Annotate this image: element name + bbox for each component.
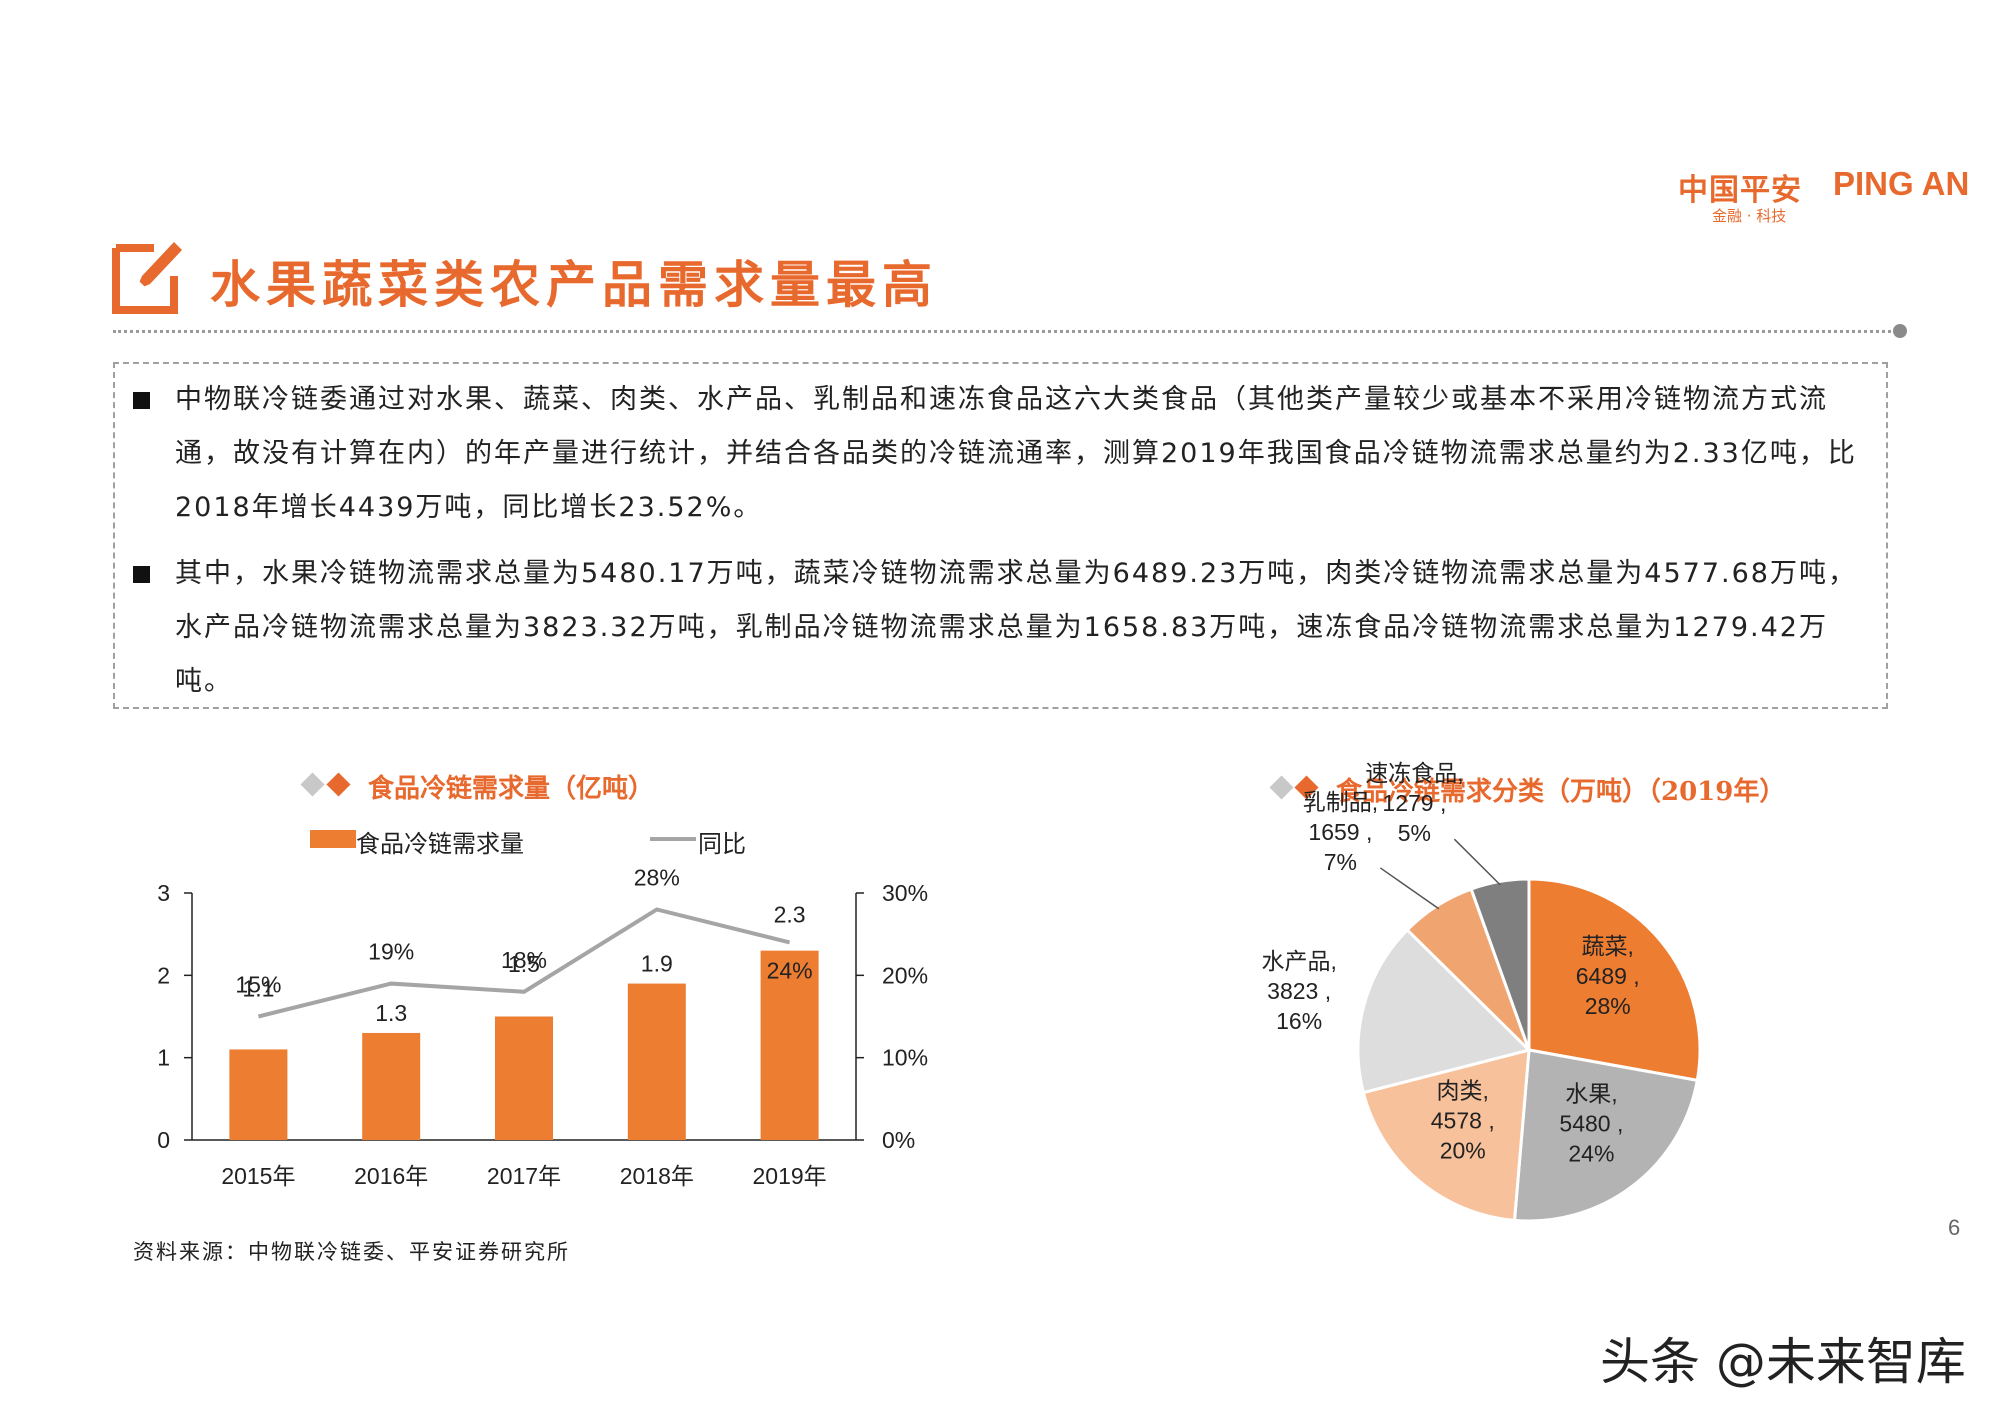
line-value-label: 18% [501,947,547,973]
pie-label-line: 24% [1568,1140,1614,1166]
pie-slice-label: 水果, 5480 , 24% [1559,1080,1623,1166]
line-value-label: 15% [235,972,281,998]
legend-swatch-bar [310,830,356,848]
bar-value-label: 1.3 [375,1000,407,1026]
bar [627,983,686,1140]
pie-slice-label: 水产品, 3823 , 16% [1261,948,1336,1034]
bar [495,1016,553,1140]
x-tick-label: 2016年 [354,1163,428,1189]
bullet-marker [133,566,150,583]
legend-swatch-line [650,837,696,841]
pie-label-line: 蔬菜, [1582,933,1634,959]
pie-label-line: 5% [1398,820,1431,846]
pie-label-line: 20% [1440,1137,1486,1163]
bar-chart-title: 食品冷链需求量（亿吨） [368,774,655,804]
leader-line [1453,838,1501,886]
pie-label-line: 16% [1276,1008,1322,1034]
y2-tick-label: 30% [882,880,928,906]
pie-label-line: 28% [1585,993,1631,1019]
x-tick-label: 2015年 [221,1163,295,1189]
title-divider [113,330,1903,333]
logo-tagline: 金融 · 科技 [1712,207,1787,225]
line-value-label: 24% [767,957,813,983]
bullet-marker [133,392,150,409]
yoy-line [257,907,791,1019]
logo-chinese: 中国平安 [1678,173,1802,208]
pie-label-line: 4578 , [1431,1107,1495,1133]
bar-value-label: 1.5 [508,951,540,977]
bar [362,1032,421,1140]
pie-slice-label: 蔬菜, 6489 , 28% [1576,933,1640,1019]
y-tick-label: 0 [157,1127,170,1153]
logo-english: PING AN [1833,165,1970,202]
x-tick-label: 2017年 [487,1163,561,1189]
source-note: 资料来源：中物联冷链委、平安证券研究所 [133,1240,570,1264]
y2-tick-label: 0% [882,1127,915,1153]
y-tick-label: 1 [157,1045,170,1071]
pie-label-line: 肉类, [1437,1077,1489,1103]
pie-label-line: 1659 , [1308,819,1372,845]
line-value-label: 28% [634,864,680,890]
pie-label-line: 水产品, [1261,948,1336,974]
line-value-label: 19% [368,939,414,965]
pie-label-line: 3823 , [1267,978,1331,1004]
bar [760,950,819,1140]
x-tick-label: 2019年 [753,1163,827,1189]
y2-tick-label: 20% [882,962,928,988]
bar-value-label: 2.3 [774,901,806,927]
y2-tick-label: 10% [882,1045,928,1071]
pie-slice [1361,1048,1531,1223]
pie-slice [1527,877,1702,1083]
bar [229,1049,288,1140]
bar-value-label: 1.9 [641,951,673,977]
page-number: 6 [1948,1215,1961,1240]
pie-label-line: 1279 , [1382,790,1446,816]
bullet-paragraph-2: 其中，水果冷链物流需求总量为5480.17万吨，蔬菜冷链物流需求总量为6489.… [175,558,1857,697]
pie-slice-label: 乳制品, 1659 , 7% [1303,789,1378,875]
x-tick-label: 2018年 [620,1163,694,1189]
pie-slice [1512,1048,1700,1223]
y-tick-label: 2 [157,962,170,988]
legend-label-line: 同比 [698,830,746,858]
pie-slice-label: 速冻食品, 1279 , 5% [1365,760,1463,846]
pie-label-line: 7% [1324,849,1357,875]
bar-value-label: 1.1 [242,976,274,1002]
pie-slice [1356,927,1532,1095]
leader-line [1379,867,1440,910]
y-tick-label: 3 [157,880,170,906]
summary-box [113,362,1888,709]
title-divider-dot [1893,324,1907,338]
pie-label-line: 水果, [1565,1080,1617,1106]
watermark: 头条 @未来智库 [1600,1333,1966,1391]
pie-chart-title: 食品冷链需求分类（万吨）（2019年） [1336,777,1786,807]
legend-label-bar: 食品冷链需求量 [356,830,524,858]
pie-label-line: 速冻食品, [1365,760,1463,786]
page-title: 水果蔬菜类农产品需求量最高 [210,255,938,314]
pie-label-line: 6489 , [1576,963,1640,989]
pie-label-line: 5480 , [1559,1110,1623,1136]
pie-slice-label: 肉类, 4578 , 20% [1431,1077,1495,1163]
pie-slice [1469,877,1531,1051]
pie-label-line: 乳制品, [1303,789,1378,815]
bullet-paragraph-1: 中物联冷链委通过对水果、蔬菜、肉类、水产品、乳制品和速冻食品这六大类食品（其他类… [175,384,1857,523]
pencil-note-icon [112,242,182,314]
